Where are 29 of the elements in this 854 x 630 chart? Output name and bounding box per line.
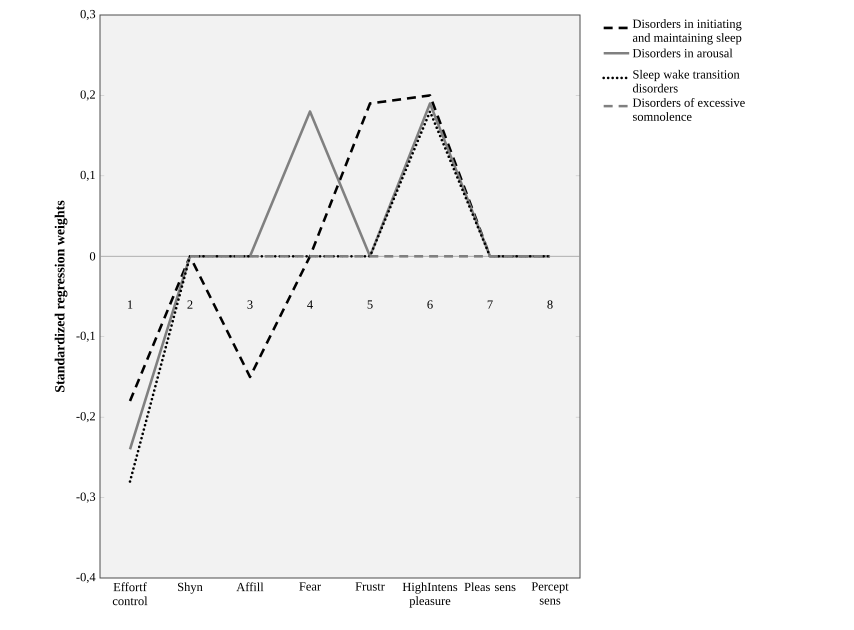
x-tick-label: Percept sens	[532, 582, 569, 605]
y-tick-label: 0,2	[80, 90, 95, 101]
x-tick-label: Frustr	[355, 582, 385, 591]
annotation: 8	[547, 300, 553, 309]
legend-label: Disorders in arousal	[632, 48, 733, 58]
legend-label: Disorders of excessive somnolence	[632, 98, 745, 121]
y-tick-label: -0,3	[76, 492, 96, 503]
legend-label: Sleep wake transition disorders	[632, 70, 740, 93]
annotation: 4	[307, 300, 313, 309]
annotation: 6	[427, 300, 433, 309]
annotation: 5	[368, 300, 373, 309]
x-tick-label: Shyn	[178, 582, 203, 594]
y-tick-label: -0,1	[76, 332, 95, 342]
annotation: 2	[187, 300, 192, 309]
x-tick-label: HighIntens pleasure	[402, 582, 458, 608]
x-tick-label: Pleas sens	[464, 582, 516, 592]
y-axis-title: Standardized regression weights	[54, 200, 68, 392]
y-tick-label: 0,3	[80, 10, 96, 20]
y-tick-label: -0,2	[76, 412, 95, 422]
x-tick-label: Fear	[299, 582, 321, 591]
annotation: 7	[488, 300, 493, 309]
x-tick-label: Affill	[236, 582, 264, 592]
y-tick-label: 0	[90, 252, 96, 260]
y-tick-label: 0,1	[80, 170, 95, 181]
x-tick-label: Effortf control	[112, 582, 148, 606]
annotation: 3	[247, 300, 253, 309]
y-tick-label: -0,4	[76, 572, 96, 584]
legend-label: Disorders in initiating and maintaining sleep	[632, 19, 742, 44]
annotation: 1	[128, 300, 132, 309]
